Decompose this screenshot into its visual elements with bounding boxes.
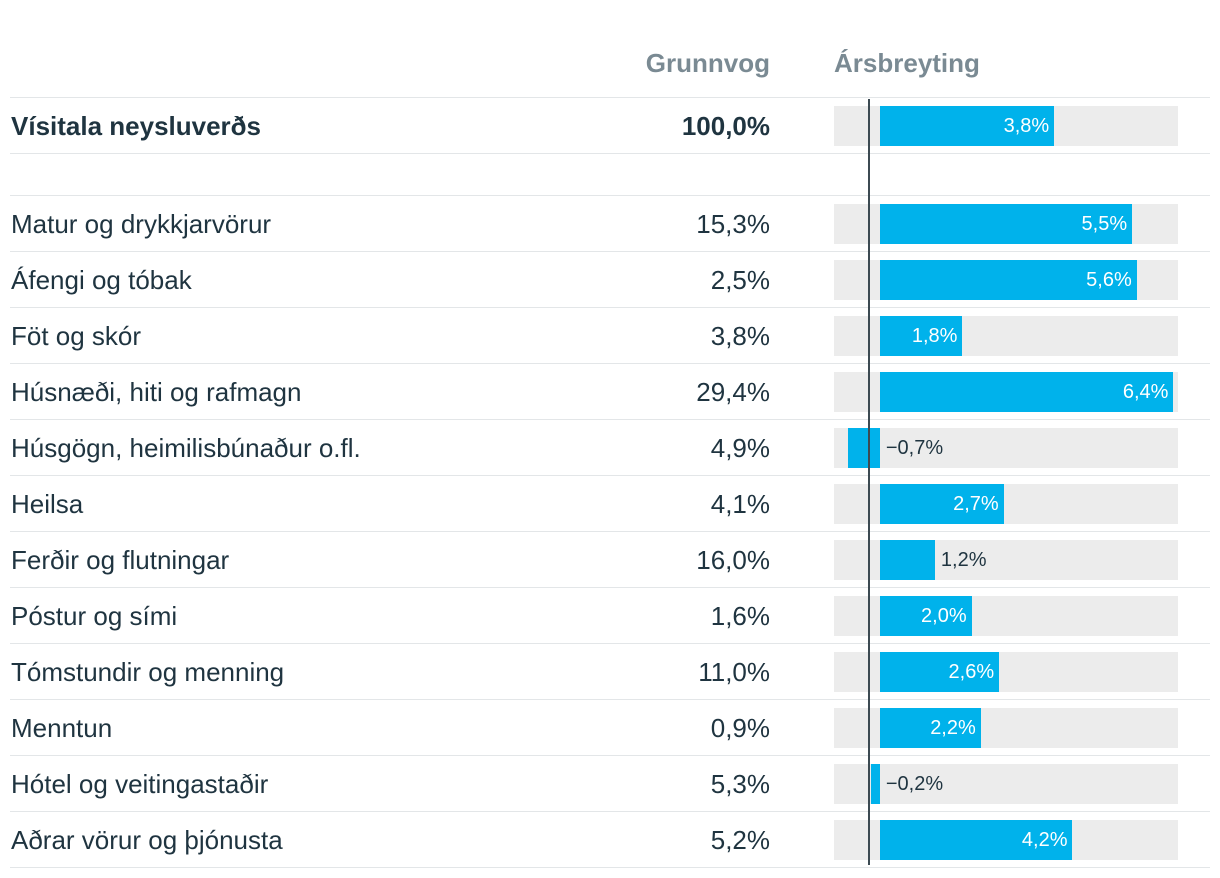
table-row: Menntun 0,9% 2,2% <box>0 700 1220 756</box>
change-bar <box>879 540 935 580</box>
bar-value-label: 2,2% <box>930 717 976 739</box>
table-row: Heilsa 4,1% 2,7% <box>0 476 1220 532</box>
category-label: Póstur og sími <box>11 601 178 631</box>
row-divider <box>10 867 1210 868</box>
category-label: Menntun <box>11 713 113 743</box>
change-bar <box>879 372 1174 412</box>
row-divider <box>10 419 1210 420</box>
bar-track: 2,7% <box>834 484 1178 524</box>
category-label: Matur og drykkjarvörur <box>11 209 272 239</box>
weight-value: 100,0% <box>681 111 770 141</box>
weight-value: 29,4% <box>696 377 770 407</box>
change-bar <box>879 106 1055 146</box>
bar-track: 6,4% <box>834 372 1178 412</box>
bar-track: 2,2% <box>834 708 1178 748</box>
bar-value-label: 2,6% <box>948 661 995 683</box>
category-label: Tómstundir og menning <box>11 657 285 687</box>
table-row: Föt og skór 3,8% 1,8% <box>0 308 1220 364</box>
row-divider <box>10 811 1210 812</box>
bar-track: 2,0% <box>834 596 1178 636</box>
row-divider <box>10 531 1210 532</box>
category-label: Vísitala neysluverðs <box>11 111 262 141</box>
row-divider <box>10 363 1210 364</box>
bar-track: −0,2% <box>834 764 1178 804</box>
category-label: Áfengi og tóbak <box>11 265 192 295</box>
change-bar <box>879 820 1073 860</box>
category-label: Föt og skór <box>11 321 142 351</box>
bar-track: 4,2% <box>834 820 1178 860</box>
table-row: Matur og drykkjarvörur 15,3% 5,5% <box>0 196 1220 252</box>
bar-track: 3,8% <box>834 106 1178 146</box>
column-header-change: Ársbreyting <box>834 48 980 78</box>
weight-value: 5,3% <box>710 769 770 799</box>
bar-value-label: 2,7% <box>953 493 999 515</box>
table-row: Húsgögn, heimilisbúnaður o.fl. 4,9% −0,7% <box>0 420 1220 476</box>
row-divider <box>10 251 1210 252</box>
row-divider <box>10 153 1210 154</box>
row-divider <box>10 195 1210 196</box>
category-label: Aðrar vörur og þjónusta <box>11 825 283 855</box>
bar-value-label: 5,5% <box>1081 213 1128 235</box>
bar-value-label: −0,7% <box>885 437 944 459</box>
change-bar <box>870 764 880 804</box>
table-row: Tómstundir og menning 11,0% 2,6% <box>0 644 1220 700</box>
weight-value: 11,0% <box>698 657 770 687</box>
bar-track: 1,8% <box>834 316 1178 356</box>
weight-value: 5,2% <box>710 825 770 855</box>
row-divider <box>10 699 1210 700</box>
row-divider <box>10 97 1210 98</box>
bar-value-label: 6,4% <box>1122 381 1169 403</box>
bar-track: 5,6% <box>834 260 1178 300</box>
table-row: Hótel og veitingastaðir 5,3% −0,2% <box>0 756 1220 812</box>
bar-value-label: −0,2% <box>885 773 944 795</box>
column-header-weight: Grunnvog <box>645 48 770 78</box>
weight-value: 15,3% <box>696 209 770 239</box>
bar-value-label: 1,8% <box>911 325 958 347</box>
change-bar <box>879 708 981 748</box>
category-label: Ferðir og flutningar <box>11 545 230 575</box>
row-divider <box>10 755 1210 756</box>
table-row: Aðrar vörur og þjónusta 5,2% 4,2% <box>0 812 1220 868</box>
weight-value: 2,5% <box>710 265 770 295</box>
weight-value: 3,8% <box>710 321 770 351</box>
table-row: Húsnæði, hiti og rafmagn 29,4% 6,4% <box>0 364 1220 420</box>
bar-track: 1,2% <box>834 540 1178 580</box>
weight-value: 16,0% <box>696 545 770 575</box>
bar-value-label: 3,8% <box>1003 115 1050 137</box>
change-bar <box>879 596 972 636</box>
total-row: Vísitala neysluverðs 100,0% 3,8% <box>0 98 1220 154</box>
weight-value: 1,6% <box>710 601 770 631</box>
row-divider <box>10 475 1210 476</box>
category-label: Heilsa <box>11 489 84 519</box>
row-divider <box>10 643 1210 644</box>
change-bar <box>847 428 880 468</box>
weight-value: 0,9% <box>710 713 770 743</box>
change-bar <box>879 316 963 356</box>
change-bar <box>879 260 1137 300</box>
change-bar <box>879 204 1133 244</box>
bar-track: 2,6% <box>834 652 1178 692</box>
bar-track: −0,7% <box>834 428 1178 468</box>
bar-track: 5,5% <box>834 204 1178 244</box>
bar-value-label: 4,2% <box>1021 829 1068 851</box>
change-bar <box>879 484 1004 524</box>
table-row: Ferðir og flutningar 16,0% 1,2% <box>0 532 1220 588</box>
bar-value-label: 5,6% <box>1086 269 1132 291</box>
row-divider <box>10 307 1210 308</box>
weight-value: 4,1% <box>710 489 770 519</box>
table-row: Póstur og sími 1,6% 2,0% <box>0 588 1220 644</box>
bar-value-label: 1,2% <box>940 549 987 571</box>
category-label: Hótel og veitingastaðir <box>11 769 269 799</box>
category-label: Húsgögn, heimilisbúnaður o.fl. <box>11 433 361 463</box>
zero-axis-line <box>868 99 870 865</box>
category-label: Húsnæði, hiti og rafmagn <box>11 377 302 407</box>
row-divider <box>10 587 1210 588</box>
weight-value: 4,9% <box>710 433 770 463</box>
bar-value-label: 2,0% <box>921 605 967 627</box>
change-bar <box>879 652 1000 692</box>
table-row: Áfengi og tóbak 2,5% 5,6% <box>0 252 1220 308</box>
